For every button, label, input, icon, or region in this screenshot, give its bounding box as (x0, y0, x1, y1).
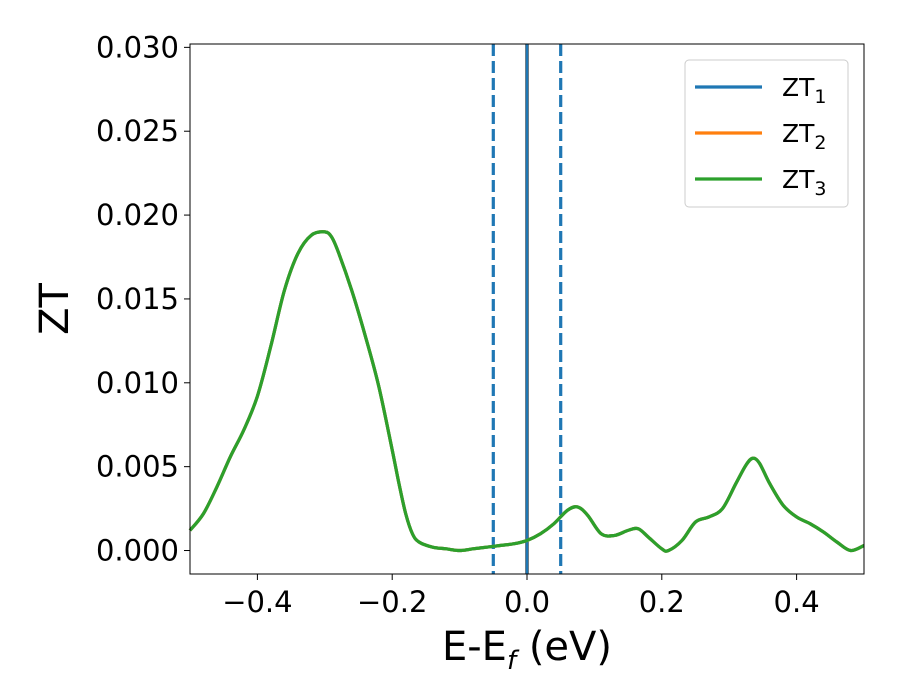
legend-label-zt1: ZT1 (782, 73, 827, 108)
series-group (188, 230, 865, 553)
y-tick-label: 0.015 (96, 282, 179, 316)
y-tick-label: 0.020 (96, 198, 179, 232)
y-tick-label: 0.025 (96, 114, 179, 148)
x-tick-label: 0.2 (639, 585, 685, 619)
legend: ZT1 ZT2 ZT3 (684, 59, 849, 208)
reference-lines (491, 44, 563, 574)
x-tick-label: −0.2 (357, 585, 427, 619)
y-tick-label: 0.000 (96, 534, 179, 568)
legend-label-zt2: ZT2 (782, 119, 827, 154)
x-tick-label: 0.4 (774, 585, 820, 619)
y-tick-label: 0.030 (96, 30, 179, 64)
plot-area (188, 43, 865, 575)
x-tick-label: 0.0 (504, 585, 550, 619)
x-axis: −0.4 −0.2 0.0 0.2 0.4 (222, 574, 820, 619)
x-tick-label: −0.4 (222, 585, 292, 619)
y-tick-label: 0.010 (96, 366, 179, 400)
legend-box (684, 59, 849, 208)
y-axis-label: ZT (32, 283, 78, 335)
series-line-zt3 (188, 230, 865, 553)
legend-label-zt3: ZT3 (782, 165, 827, 200)
x-axis-label: E-Ef (eV) (442, 624, 612, 676)
y-axis: 0.000 0.005 0.010 0.015 0.020 0.025 0.030 (96, 30, 190, 568)
y-tick-label: 0.005 (96, 450, 179, 484)
